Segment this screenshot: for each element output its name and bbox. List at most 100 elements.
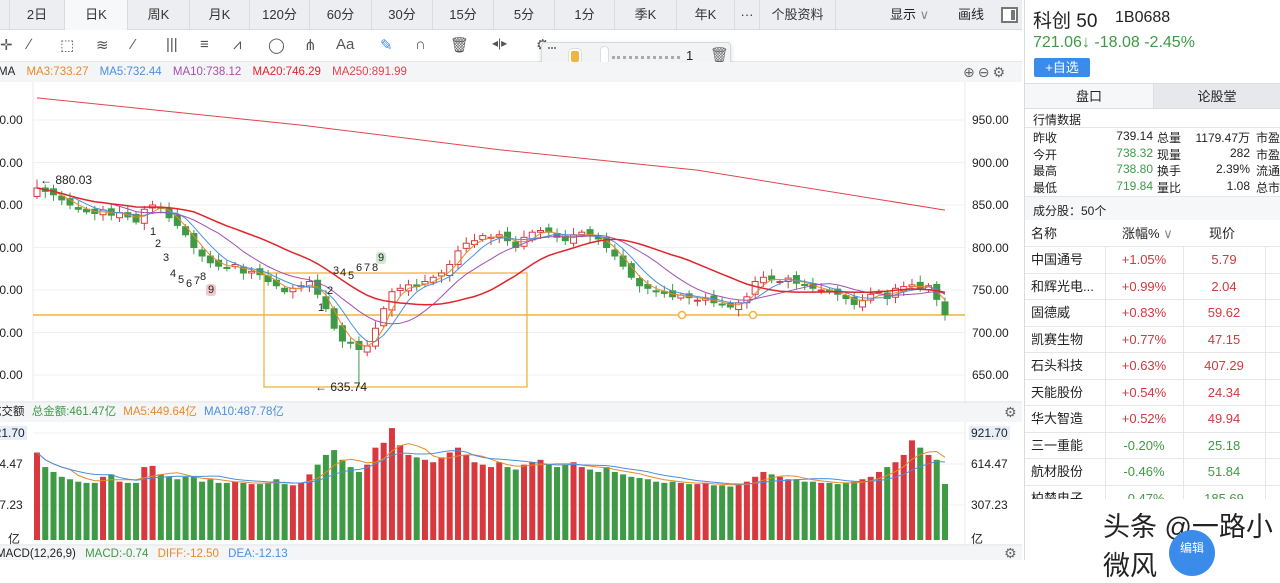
tab-8[interactable]: 5分: [494, 0, 555, 30]
gann-lines-icon[interactable]: |||: [166, 36, 178, 53]
kline-chart[interactable]: [0, 0, 1022, 560]
edit-button[interactable]: 编辑: [1169, 530, 1215, 576]
tab-forum[interactable]: 论股堂: [1153, 83, 1280, 109]
tab-3[interactable]: 月K: [190, 0, 250, 30]
settings-icon[interactable]: ⚙: [1004, 545, 1017, 561]
tab-6[interactable]: 30分: [372, 0, 433, 30]
drawing-toolbar: ✛ ∕ ⬚ ≋ ⁄ ||| ≡ ⩘ ◯ ⋔ Aa ✎ ∩ 🗑 ◂|▸ ⚙: [0, 30, 1022, 62]
col-change-sort[interactable]: 涨幅% ∨: [1122, 220, 1173, 247]
volume-bar: [281, 484, 288, 540]
tab-13[interactable]: 个股资料: [760, 0, 836, 30]
stock-name: 固德威: [1031, 305, 1071, 320]
rectangle-tool-icon[interactable]: ⬚: [60, 37, 75, 54]
ma5-value: MA5:732.44: [99, 66, 162, 78]
constituent-row[interactable]: 三一重能 -0.20% 25.18: [1025, 432, 1280, 459]
panel-toggle-icon[interactable]: [1001, 7, 1018, 23]
price-axis-label-left: 750.00: [0, 283, 23, 297]
constituent-row[interactable]: 华大智造 +0.52% 49.94: [1025, 406, 1280, 433]
stock-change: -0.47%: [1123, 490, 1165, 500]
volume-bar: [529, 462, 536, 540]
constituent-row[interactable]: 柏楚电子 -0.47% 185.69: [1025, 485, 1280, 500]
macd-value: MACD:-0.74: [85, 548, 149, 560]
tab-10[interactable]: 季K: [615, 0, 677, 30]
width-slider-track[interactable]: [612, 56, 680, 59]
stat-label: 总市: [1256, 180, 1280, 195]
volume-bar: [91, 482, 98, 540]
volume-total: 总金额:461.47亿: [31, 406, 117, 418]
tab-2[interactable]: 周K: [128, 0, 190, 30]
stat-label: 现量: [1157, 147, 1182, 162]
tab-12[interactable]: ···: [735, 0, 760, 30]
stat-label: 市盈: [1256, 147, 1280, 162]
trash-icon[interactable]: 🗑: [710, 47, 730, 64]
volume-legend: 成交额 总金额:461.47亿 MA5:449.64亿 MA10:487.78亿…: [0, 403, 1022, 422]
constituent-row[interactable]: 固德威 +0.83% 59.62: [1025, 300, 1280, 327]
constituent-row[interactable]: 天能股份 +0.54% 24.34: [1025, 379, 1280, 406]
tab-4[interactable]: 120分: [250, 0, 310, 30]
fan-tool-icon[interactable]: ≋: [96, 37, 109, 54]
constituent-row[interactable]: 中国通号 +1.05% 5.79: [1025, 247, 1280, 274]
line-anchor-handle[interactable]: [748, 310, 758, 320]
channel-tool-icon[interactable]: ⁄: [132, 36, 135, 53]
tab-1[interactable]: 日K: [65, 0, 128, 30]
zoom-out-icon[interactable]: ⊖: [977, 64, 993, 80]
tab-5[interactable]: 60分: [310, 0, 372, 30]
candle-body: [330, 308, 338, 329]
td-count-label: 1: [318, 302, 325, 314]
volume-bar: [504, 467, 511, 540]
stock-price: 25.18: [1207, 437, 1241, 453]
volume-bar: [793, 479, 800, 540]
candle-body: [867, 293, 875, 301]
candle-body: [462, 242, 470, 249]
fibonacci-icon[interactable]: ≡: [200, 36, 209, 53]
volume-bar: [702, 482, 709, 540]
ma20-value: MA20:746.29: [252, 66, 321, 78]
col-name[interactable]: 名称: [1031, 226, 1058, 241]
col-price[interactable]: 现价: [1209, 226, 1236, 241]
volume-bar: [42, 467, 49, 540]
pitchfork-icon[interactable]: ⋔: [304, 37, 317, 54]
draw-button[interactable]: 画线: [958, 7, 985, 22]
magnet-icon[interactable]: ∩: [415, 36, 426, 53]
td-count-label: 2: [327, 285, 334, 297]
stock-change: -0.20%: [1123, 437, 1165, 453]
wave-tool-icon[interactable]: ⩘: [233, 36, 242, 53]
text-tool-icon[interactable]: Aa: [336, 36, 355, 53]
dea-value: DEA:-12.13: [228, 548, 288, 560]
tab-9[interactable]: 1分: [555, 0, 615, 30]
line-tool-icon[interactable]: ∕: [28, 36, 31, 53]
circle-tool-icon[interactable]: ◯: [268, 37, 285, 54]
pen-icon[interactable]: ✎: [380, 37, 393, 54]
candle-body: [842, 295, 850, 299]
stat-value: 738.32: [1116, 145, 1153, 160]
constituent-row[interactable]: 和辉光电... +0.99% 2.04: [1025, 273, 1280, 300]
td-count-label: 3: [333, 265, 340, 277]
display-dropdown[interactable]: 显示 ∨: [890, 0, 929, 30]
constituent-row[interactable]: 航材股份 -0.46% 51.84: [1025, 459, 1280, 486]
line-anchor-handle[interactable]: [677, 310, 687, 320]
volume-bar: [199, 481, 206, 540]
rectangle-drawing[interactable]: [263, 272, 528, 388]
candle-body: [132, 213, 140, 223]
add-watchlist-button[interactable]: +自选: [1034, 58, 1090, 77]
candle-body: [627, 263, 635, 278]
volume-bar: [900, 454, 907, 540]
tab-11[interactable]: 年K: [677, 0, 735, 30]
zoom-in-icon[interactable]: ⊕: [963, 64, 978, 80]
tab-7[interactable]: 15分: [433, 0, 494, 30]
volume-bar: [826, 482, 833, 540]
settings-icon[interactable]: ⚙: [1004, 404, 1017, 420]
move-icon[interactable]: ✛: [0, 37, 13, 54]
volume-bar: [537, 459, 544, 540]
candle-body: [718, 303, 726, 306]
volume-title: 成交额: [0, 406, 25, 418]
constituent-row[interactable]: 石头科技 +0.63% 407.29: [1025, 353, 1280, 380]
tab-0[interactable]: 2日: [10, 0, 65, 30]
tab-order-book[interactable]: 盘口: [1025, 83, 1153, 109]
volume-axis-label-left: 307.23: [0, 498, 23, 512]
spacing-icon[interactable]: ◂|▸: [492, 36, 508, 50]
constituent-row[interactable]: 凯赛生物 +0.77% 47.15: [1025, 326, 1280, 353]
diff-value: DIFF:-12.50: [157, 548, 219, 560]
trash-icon[interactable]: 🗑: [450, 37, 470, 54]
settings-icon[interactable]: ⚙: [992, 64, 1009, 80]
